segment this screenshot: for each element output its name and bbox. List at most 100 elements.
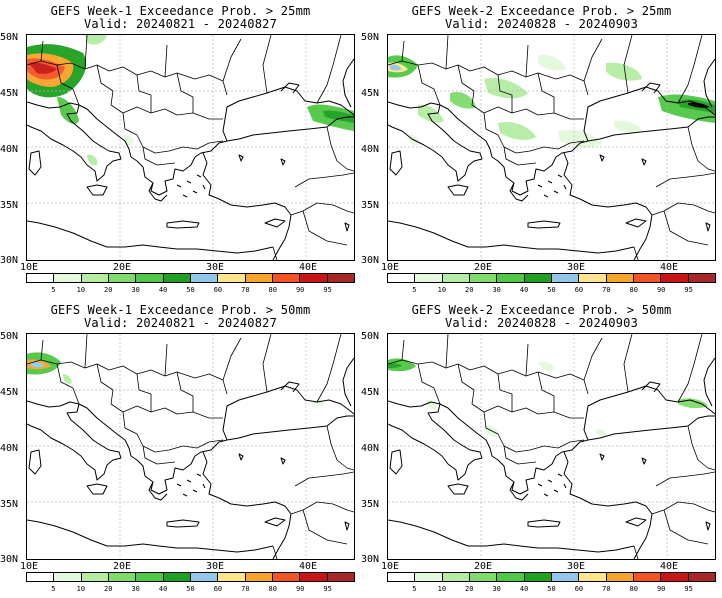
panel-title: GEFS Week-2 Exceedance Prob. > 25mm: [411, 4, 672, 18]
colorbar-swatch: [136, 573, 164, 581]
colorbar-tick-label: 80: [629, 585, 638, 593]
colorbar-tick-label: 95: [684, 286, 693, 294]
colorbar-tick-label: 5: [51, 286, 56, 294]
lon-label: 20E: [113, 561, 132, 572]
colorbar-swatch: [579, 274, 607, 282]
colorbar-swatch: [497, 274, 525, 282]
colorbar-tick-label: 10: [437, 286, 447, 294]
colorbar-swatch: [218, 274, 246, 282]
panel-title: GEFS Week-1 Exceedance Prob. > 50mm: [50, 303, 311, 317]
colorbar-swatch: [136, 274, 164, 282]
colorbar-tick-label: 40: [158, 286, 168, 294]
colorbar-tick-label: 5: [412, 585, 417, 593]
colorbar-swatch: [163, 573, 191, 581]
colorbar-tick-label: 20: [104, 585, 113, 593]
colorbar-swatch: [327, 274, 354, 282]
colorbar-tick-label: 10: [76, 286, 86, 294]
lon-label: 10E: [381, 561, 400, 572]
colorbar-swatch: [190, 274, 219, 282]
lat-label: 30N: [0, 255, 19, 266]
colorbar-tick-label: 90: [295, 286, 305, 294]
colorbar-tick-label: 30: [492, 286, 501, 294]
lon-label: 20E: [474, 561, 493, 572]
lon-label: 30E: [206, 561, 225, 572]
lon-label: 40E: [660, 262, 679, 273]
colorbar-ticks: 5 10 20 30 40 50 60 70 80 90 95: [387, 585, 716, 594]
colorbar-swatch: [633, 274, 662, 282]
lon-label: 30E: [206, 262, 225, 273]
panel-week2-50mm: GEFS Week-2 Exceedance Prob. > 50mm Vali…: [361, 299, 722, 598]
colorbar-swatch: [469, 274, 498, 282]
colorbar-swatch: [300, 274, 328, 282]
colorbar-swatch: [661, 274, 689, 282]
colorbar: [387, 273, 716, 283]
colorbar-swatch: [54, 274, 82, 282]
lon-label: 30E: [567, 262, 586, 273]
lat-label: 50N: [361, 32, 380, 43]
panel-valid-dates: Valid: 20240821 - 20240827: [83, 316, 278, 330]
colorbar-tick-label: 70: [602, 286, 611, 294]
panel-title: GEFS Week-1 Exceedance Prob. > 25mm: [50, 4, 311, 18]
colorbar-swatch: [551, 274, 580, 282]
colorbar-tick-label: 50: [186, 585, 195, 593]
lon-label: 20E: [474, 262, 493, 273]
colorbar-swatch: [388, 274, 416, 282]
colorbar-ticks: 5 10 20 30 40 50 60 70 80 90 95: [26, 585, 355, 594]
colorbar-tick-label: 10: [76, 585, 86, 593]
colorbar-swatch: [606, 573, 634, 581]
lon-label: 40E: [660, 561, 679, 572]
lat-label: 50N: [0, 32, 19, 43]
colorbar-tick-label: 60: [574, 286, 584, 294]
lat-label: 30N: [361, 554, 380, 565]
colorbar-swatch: [551, 573, 580, 581]
lat-label: 35N: [361, 200, 380, 211]
map-area: [387, 333, 716, 560]
lat-label: 40N: [0, 144, 19, 155]
panel-valid-dates: Valid: 20240821 - 20240827: [83, 17, 278, 31]
colorbar-tick-label: 50: [547, 585, 556, 593]
colorbar-swatch: [633, 573, 662, 581]
panel-week2-25mm: GEFS Week-2 Exceedance Prob. > 25mm Vali…: [361, 0, 722, 299]
colorbar-tick-label: 20: [465, 585, 474, 593]
colorbar-swatch: [688, 274, 715, 282]
colorbar-swatch: [688, 573, 715, 581]
lat-label: 50N: [361, 331, 380, 342]
lat-label: 40N: [361, 443, 380, 454]
colorbar-swatch: [661, 573, 689, 581]
lat-label: 30N: [361, 255, 380, 266]
colorbar-swatch: [108, 274, 137, 282]
colorbar-swatch: [415, 274, 443, 282]
lat-label: 35N: [0, 200, 19, 211]
colorbar: [26, 273, 355, 283]
colorbar-swatch: [524, 573, 552, 581]
colorbar-swatch: [524, 274, 552, 282]
lat-label: 45N: [361, 88, 380, 99]
colorbar-swatch: [81, 274, 109, 282]
colorbar-tick-label: 90: [656, 286, 666, 294]
colorbar-tick-label: 90: [295, 585, 305, 593]
colorbar-tick-label: 80: [268, 286, 277, 294]
colorbar-swatch: [442, 274, 470, 282]
colorbar-tick-label: 5: [412, 286, 417, 294]
colorbar-swatch: [300, 573, 328, 581]
colorbar-ticks: 5 10 20 30 40 50 60 70 80 90 95: [387, 286, 716, 295]
colorbar-tick-label: 80: [268, 585, 277, 593]
colorbar-swatch: [27, 274, 55, 282]
colorbar-swatch: [606, 274, 634, 282]
colorbar-swatch: [579, 573, 607, 581]
panel-valid-dates: Valid: 20240828 - 20240903: [444, 316, 639, 330]
lon-label: 10E: [20, 561, 39, 572]
colorbar-swatch: [218, 573, 246, 581]
colorbar-swatch: [245, 573, 273, 581]
colorbar-swatch: [388, 573, 416, 581]
colorbar-tick-label: 10: [437, 585, 447, 593]
colorbar-tick-label: 60: [574, 585, 584, 593]
colorbar-swatch: [190, 573, 219, 581]
colorbar-tick-label: 40: [519, 585, 529, 593]
colorbar-tick-label: 30: [131, 585, 140, 593]
colorbar-swatch: [81, 573, 109, 581]
map-area: [26, 34, 355, 261]
colorbar-tick-label: 60: [213, 286, 223, 294]
colorbar-tick-label: 60: [213, 585, 223, 593]
colorbar-swatch: [327, 573, 354, 581]
